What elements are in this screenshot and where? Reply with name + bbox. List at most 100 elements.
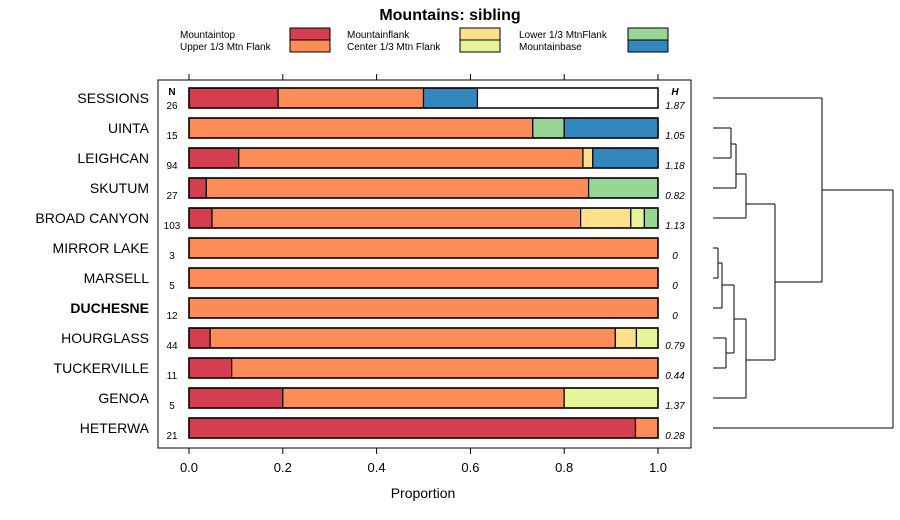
bar-segment <box>630 207 645 229</box>
row-label: DUCHESNE <box>70 300 149 316</box>
row-label: LEIGHCAN <box>77 150 149 166</box>
row-h-value: 1.87 <box>665 101 685 112</box>
legend-swatch <box>627 27 669 41</box>
row-n-value: 26 <box>166 101 178 112</box>
bar-segment <box>188 177 207 199</box>
row-h-value: 0 <box>672 311 678 322</box>
bar-segment <box>188 417 637 439</box>
legend-label: Center 1/3 Mtn Flank <box>347 42 441 53</box>
bar-row: MARSELL 5 0 <box>84 267 678 292</box>
legend-swatch <box>627 39 669 53</box>
bar-segment <box>209 327 616 349</box>
bar-segment <box>563 117 659 139</box>
bar-row: UINTA 15 1.05 <box>108 117 685 142</box>
bar-segment <box>580 207 632 229</box>
bar-outline <box>188 87 659 109</box>
bar-row: BROAD CANYON 103 1.13 <box>35 207 685 232</box>
bar-segment <box>205 177 590 199</box>
x-axis: 0.0 0.2 0.4 0.6 0.8 1.0 <box>180 74 667 475</box>
legend-label: Upper 1/3 Mtn Flank <box>180 42 272 53</box>
x-tick-label: 0.0 <box>180 460 198 475</box>
row-label: SESSIONS <box>77 90 149 106</box>
row-n-value: 12 <box>166 311 178 322</box>
bar-segment <box>188 297 659 319</box>
row-h-value: 0.28 <box>665 431 685 442</box>
bar-segment <box>643 207 659 229</box>
bar-segment <box>634 417 659 439</box>
plot-frame <box>157 79 692 449</box>
dendrogram <box>713 97 894 429</box>
row-label: GENOA <box>98 390 149 406</box>
x-tick-label: 0.4 <box>368 460 386 475</box>
row-label: BROAD CANYON <box>35 210 149 226</box>
row-n-value: 3 <box>169 251 175 262</box>
row-h-value: 1.18 <box>665 161 685 172</box>
bar-segment <box>635 327 659 349</box>
row-h-value: 0 <box>672 281 678 292</box>
bar-segment <box>188 117 534 139</box>
legend-swatch <box>459 39 501 53</box>
row-label: MARSELL <box>84 270 150 286</box>
bar-segment <box>211 207 582 229</box>
chart-title: Mountains: sibling <box>379 7 520 24</box>
bar-row: LEIGHCAN 94 1.18 <box>77 147 685 172</box>
row-h-value: 0 <box>672 251 678 262</box>
row-n-value: 5 <box>169 281 175 292</box>
row-n-value: 44 <box>166 341 178 352</box>
bar-outline <box>188 297 659 319</box>
legend-label: Lower 1/3 MtnFlank <box>519 30 608 41</box>
legend-swatch <box>289 39 331 53</box>
n-column-header: N <box>168 87 175 98</box>
bar-segment <box>563 387 659 409</box>
row-h-value: 0.82 <box>665 191 685 202</box>
bar-segment <box>188 147 240 169</box>
row-n-value: 15 <box>166 131 178 142</box>
bar-outline <box>188 117 659 139</box>
row-n-value: 5 <box>169 401 175 412</box>
bar-outline <box>188 237 659 259</box>
bar-segment <box>188 267 659 289</box>
x-axis-label: Proportion <box>391 485 456 501</box>
row-h-value: 1.37 <box>665 401 685 412</box>
x-tick-label: 0.8 <box>555 460 573 475</box>
bar-segment <box>188 237 659 259</box>
bar-outline <box>188 387 659 409</box>
h-column-header: H <box>671 87 679 98</box>
row-n-value: 27 <box>166 191 178 202</box>
legend-label: Mountaintop <box>180 30 235 41</box>
bar-segment <box>582 147 594 169</box>
bar-segment <box>188 357 233 379</box>
row-label: TUCKERVILLE <box>54 360 149 376</box>
bar-row: TUCKERVILLE 11 0.44 <box>54 357 685 382</box>
bar-segment <box>188 207 213 229</box>
x-tick-label: 1.0 <box>649 460 667 475</box>
bar-row: SKUTUM 27 0.82 <box>90 177 685 202</box>
bar-segment <box>592 147 659 169</box>
row-label: MIRROR LAKE <box>53 240 149 256</box>
row-h-value: 1.05 <box>665 131 685 142</box>
legend-label: Mountainbase <box>519 42 582 53</box>
bar-segment <box>277 87 425 109</box>
bar-segment <box>532 117 565 139</box>
bar-rows: SESSIONS 26 1.87 UINTA 15 1.05 LEIGHCAN 94 1.18 S… <box>35 87 685 442</box>
bar-outline <box>188 147 659 169</box>
row-label: HETERWA <box>80 420 150 436</box>
row-n-value: 103 <box>164 221 181 232</box>
bar-row: DUCHESNE 12 0 <box>70 297 678 322</box>
row-label: UINTA <box>108 120 150 136</box>
x-tick-label: 0.2 <box>274 460 292 475</box>
bar-row: HETERWA 21 0.28 <box>80 417 685 442</box>
bar-outline <box>188 267 659 289</box>
row-n-value: 94 <box>166 161 178 172</box>
row-label: SKUTUM <box>90 180 149 196</box>
legend-swatch <box>459 27 501 41</box>
legend-label: Mountainflank <box>347 30 410 41</box>
x-tick-label: 0.6 <box>461 460 479 475</box>
bar-segment <box>614 327 638 349</box>
bar-segment <box>231 357 659 379</box>
bar-segment <box>238 147 584 169</box>
bar-row: GENOA 5 1.37 <box>98 387 685 412</box>
row-n-value: 11 <box>167 371 178 382</box>
